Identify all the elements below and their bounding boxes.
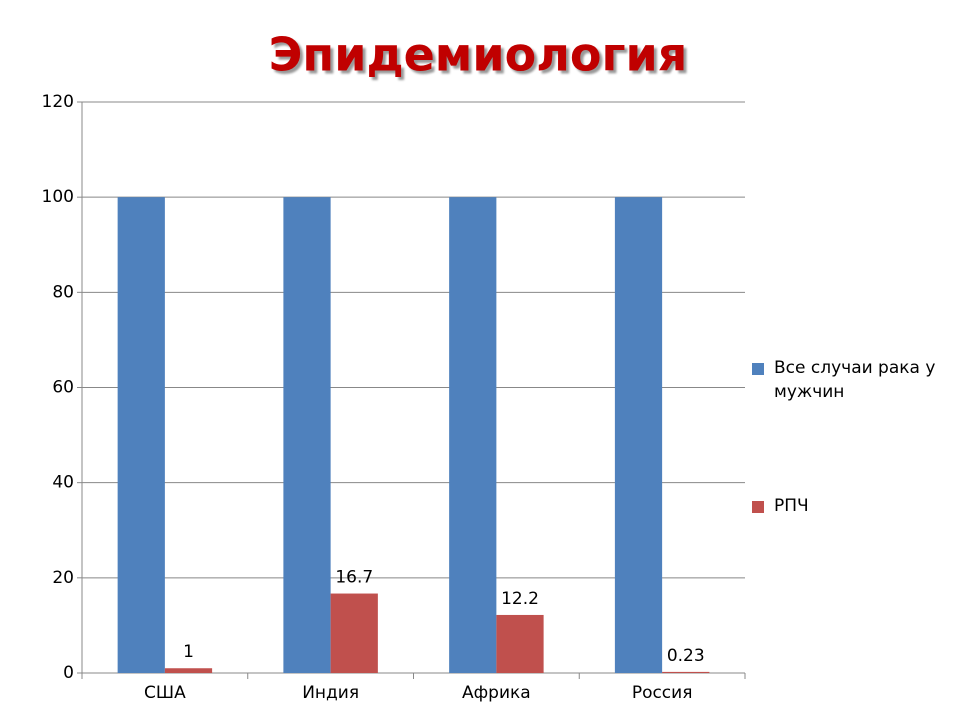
y-tick-label: 20 xyxy=(52,568,74,588)
x-tick-label: Россия xyxy=(632,683,693,703)
bar xyxy=(330,593,378,673)
y-tick-label: 60 xyxy=(52,378,74,398)
bar xyxy=(117,197,165,673)
legend: Все случаи рака у мужчин РПЧ xyxy=(752,356,952,518)
bar xyxy=(614,197,663,673)
x-tick-label: Индия xyxy=(302,683,359,703)
data-label: 1 xyxy=(183,642,194,662)
legend-label: РПЧ xyxy=(774,496,809,516)
bar xyxy=(283,197,331,673)
bar xyxy=(496,614,544,673)
chart-title: Эпидемиология xyxy=(269,28,688,82)
y-tick-label: 40 xyxy=(52,473,74,493)
x-tick-label: Африка xyxy=(462,683,531,703)
legend-item: РПЧ xyxy=(752,494,952,518)
data-label: 12.2 xyxy=(501,589,539,609)
legend-swatch xyxy=(752,363,764,375)
y-tick-label: 0 xyxy=(63,663,74,683)
y-tick-label: 120 xyxy=(42,92,74,112)
legend-item: Все случаи рака у мужчин xyxy=(752,356,952,404)
y-tick-label: 80 xyxy=(52,282,74,302)
bar xyxy=(164,668,213,673)
y-tick-label: 100 xyxy=(42,187,74,207)
x-tick-label: США xyxy=(144,683,186,703)
bar xyxy=(449,197,497,673)
bar xyxy=(662,671,710,673)
data-label: 0.23 xyxy=(667,646,705,666)
legend-label: Все случаи рака у мужчин xyxy=(774,358,936,402)
legend-swatch xyxy=(752,501,764,513)
data-label: 16.7 xyxy=(335,568,373,588)
